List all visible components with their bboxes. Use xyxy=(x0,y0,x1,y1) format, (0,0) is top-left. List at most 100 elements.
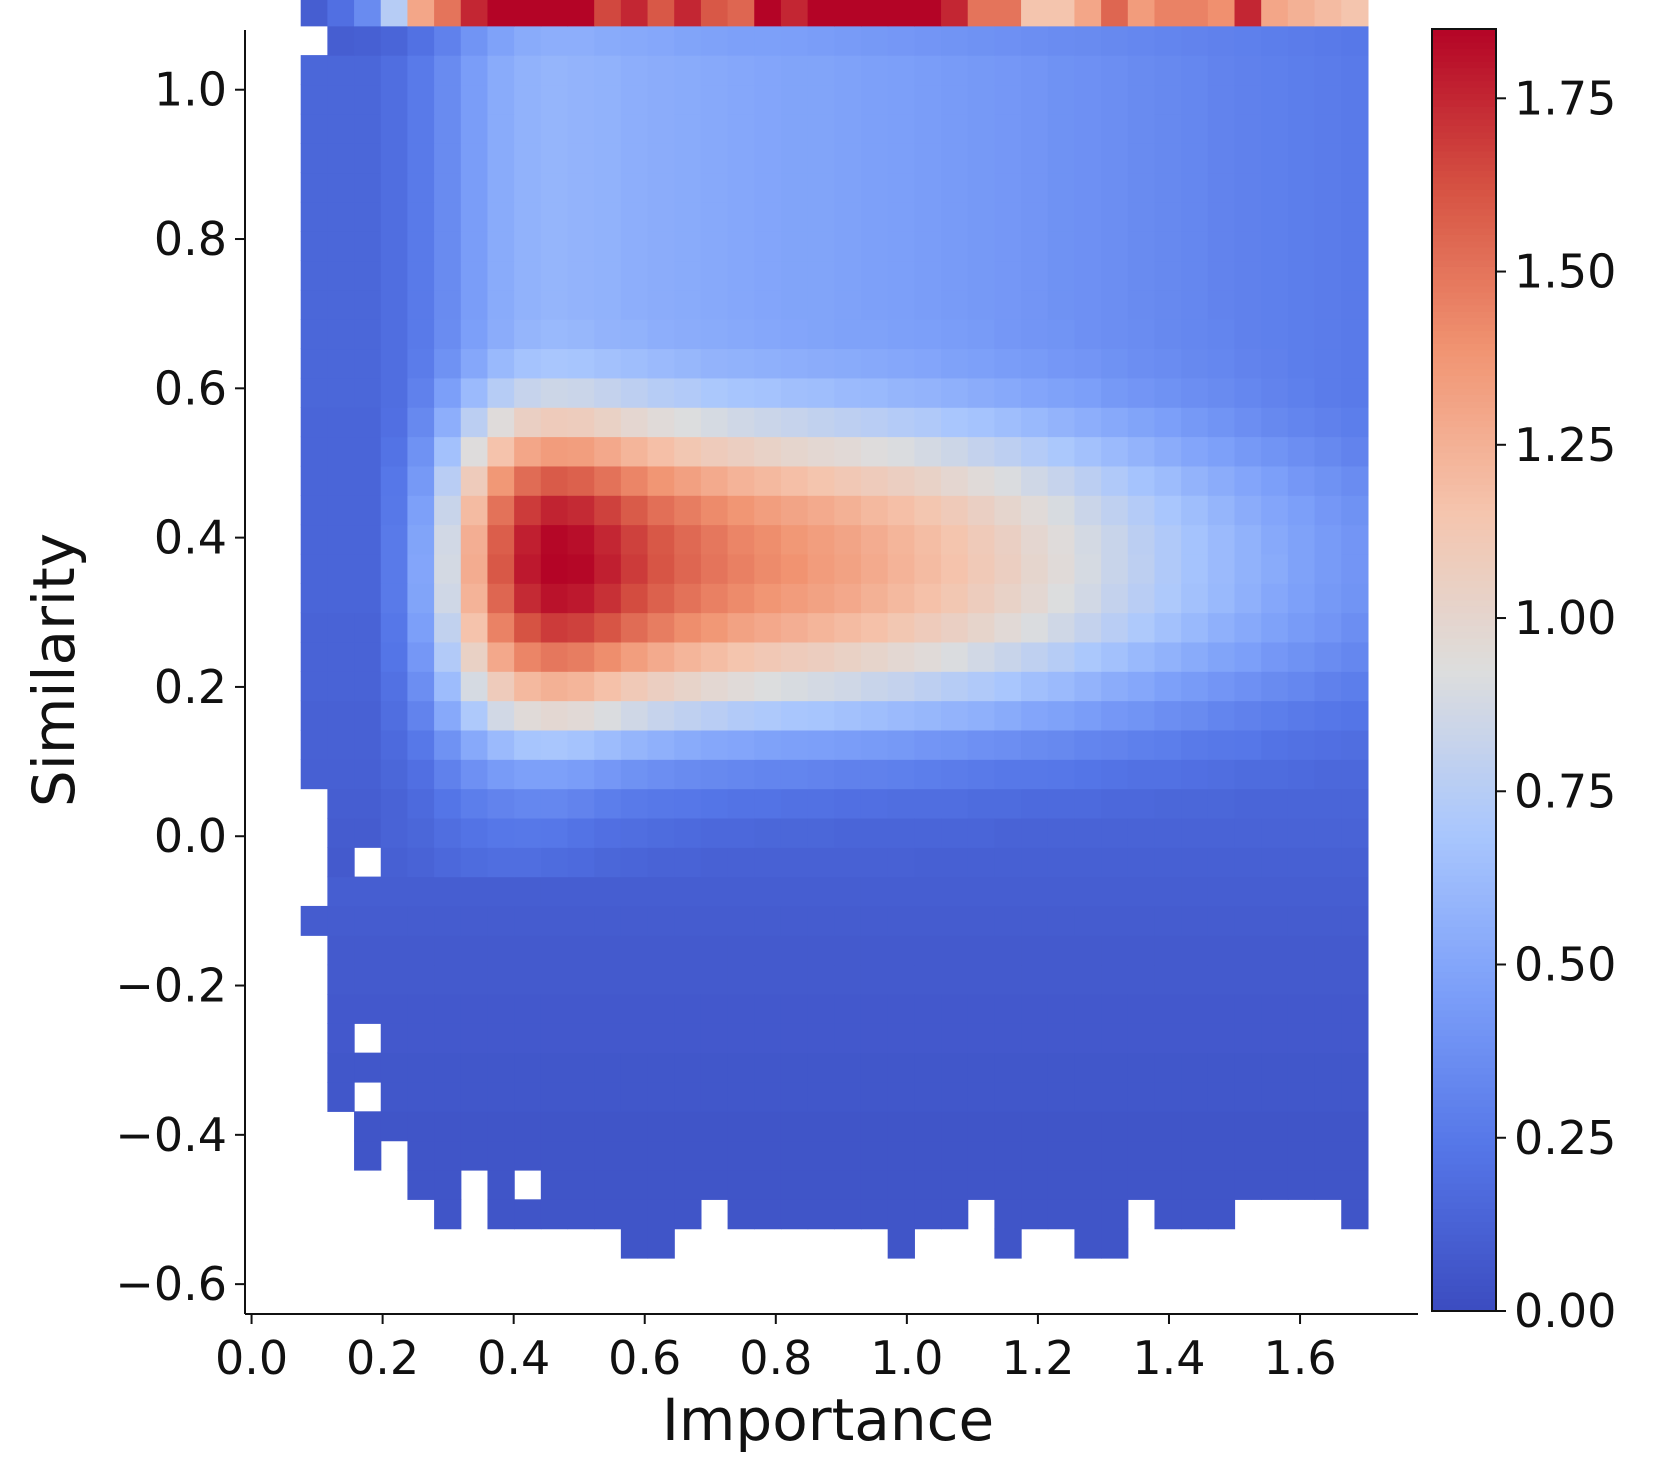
heatmap-cell xyxy=(354,348,382,379)
heatmap-cell xyxy=(727,759,755,790)
colorbar-segment xyxy=(1432,1278,1496,1287)
heatmap-cell xyxy=(1074,993,1102,1024)
colorbar-segment xyxy=(1432,791,1496,799)
heatmap-cell xyxy=(1207,817,1236,848)
heatmap-cell xyxy=(967,553,995,584)
heatmap-cell xyxy=(300,436,328,467)
heatmap-cell xyxy=(487,143,515,174)
heatmap-cell xyxy=(1047,993,1076,1024)
heatmap-cell xyxy=(967,172,995,203)
heatmap-cell xyxy=(807,260,835,291)
heatmap-cell xyxy=(327,847,355,878)
heatmap-cell xyxy=(887,1140,915,1171)
colorbar-segment xyxy=(1432,753,1496,761)
heatmap-cell xyxy=(860,524,889,555)
heatmap-cell xyxy=(1207,553,1236,584)
heatmap-cell xyxy=(594,993,622,1024)
heatmap-cell xyxy=(727,964,755,995)
heatmap-cell xyxy=(460,465,489,496)
heatmap-cell xyxy=(380,495,409,526)
heatmap-cell xyxy=(1021,612,1049,643)
heatmap-cell xyxy=(1287,377,1316,408)
y-axis-title: Similarity xyxy=(20,533,88,807)
heatmap-cell xyxy=(1207,0,1236,27)
heatmap-cell xyxy=(1074,847,1102,878)
heatmap-cell xyxy=(594,788,622,819)
heatmap-cell xyxy=(514,905,542,936)
heatmap-cell xyxy=(1287,583,1316,614)
heatmap-cell xyxy=(727,465,755,496)
heatmap-cell xyxy=(887,905,915,936)
heatmap-cell xyxy=(1154,524,1182,555)
colorbar-segment xyxy=(1432,163,1496,171)
heatmap-cell xyxy=(1314,671,1342,702)
heatmap-cell xyxy=(674,289,702,320)
heatmap-cell xyxy=(354,1111,382,1142)
heatmap-cell xyxy=(567,847,595,878)
heatmap-cell xyxy=(1234,876,1262,907)
colorbar-segment xyxy=(1432,695,1496,703)
heatmap-cell xyxy=(1047,436,1076,467)
heatmap-cell xyxy=(967,1023,995,1054)
heatmap-cell xyxy=(434,905,462,936)
heatmap-cell xyxy=(1181,935,1209,966)
heatmap-cell xyxy=(941,260,969,291)
heatmap-cell xyxy=(860,700,889,731)
heatmap-cell xyxy=(327,465,355,496)
heatmap-cell xyxy=(727,788,755,819)
heatmap-cell xyxy=(1021,172,1049,203)
heatmap-cell xyxy=(1341,1081,1369,1112)
heatmap-cell xyxy=(914,1052,942,1083)
heatmap-cell xyxy=(887,935,915,966)
heatmap-cell xyxy=(354,25,382,56)
colorbar-segment xyxy=(1432,567,1496,575)
colorbar-segment xyxy=(1432,817,1496,825)
heatmap-cell xyxy=(620,905,649,936)
heatmap-cell xyxy=(780,84,809,115)
heatmap-cell xyxy=(887,201,915,232)
heatmap-cell xyxy=(994,143,1022,174)
heatmap-cell xyxy=(914,377,942,408)
heatmap-cell xyxy=(354,465,382,496)
heatmap-cell xyxy=(434,260,462,291)
heatmap-cell xyxy=(460,260,489,291)
colorbar-segment xyxy=(1432,368,1496,376)
heatmap-cell xyxy=(1341,436,1369,467)
heatmap-cell xyxy=(941,1140,969,1171)
heatmap-cell xyxy=(994,612,1022,643)
heatmap-cell xyxy=(540,84,569,115)
heatmap-cell xyxy=(1341,583,1369,614)
heatmap-cell xyxy=(1207,583,1236,614)
heatmap-cell xyxy=(1181,788,1209,819)
colorbar-segment xyxy=(1432,650,1496,658)
heatmap-cell xyxy=(487,964,515,995)
heatmap-cell xyxy=(487,759,515,790)
heatmap-cell xyxy=(620,524,649,555)
heatmap-cell xyxy=(994,84,1022,115)
heatmap-cell xyxy=(1287,84,1316,115)
heatmap-cell xyxy=(327,231,355,262)
colorbar-segment xyxy=(1432,99,1496,107)
heatmap-cell xyxy=(860,25,889,56)
heatmap-cell xyxy=(994,700,1022,731)
heatmap-cells xyxy=(300,0,1369,1259)
heatmap-cell xyxy=(1287,876,1316,907)
heatmap-cell xyxy=(300,905,328,936)
heatmap-cell xyxy=(1101,1052,1129,1083)
heatmap-cell xyxy=(1047,935,1076,966)
heatmap-cell xyxy=(967,1052,995,1083)
heatmap-cell xyxy=(434,495,462,526)
heatmap-cell xyxy=(1074,700,1102,731)
heatmap-cell xyxy=(1154,348,1182,379)
heatmap-cell xyxy=(887,436,915,467)
colorbar-segment xyxy=(1432,150,1496,158)
heatmap-cell xyxy=(1101,788,1129,819)
heatmap-cell xyxy=(887,583,915,614)
heatmap-cell xyxy=(860,553,889,584)
heatmap-cell xyxy=(887,289,915,320)
heatmap-cell xyxy=(1314,583,1342,614)
heatmap-cell xyxy=(1127,524,1156,555)
heatmap-cell xyxy=(434,0,462,27)
heatmap-cell xyxy=(914,788,942,819)
heatmap-cell xyxy=(967,201,995,232)
